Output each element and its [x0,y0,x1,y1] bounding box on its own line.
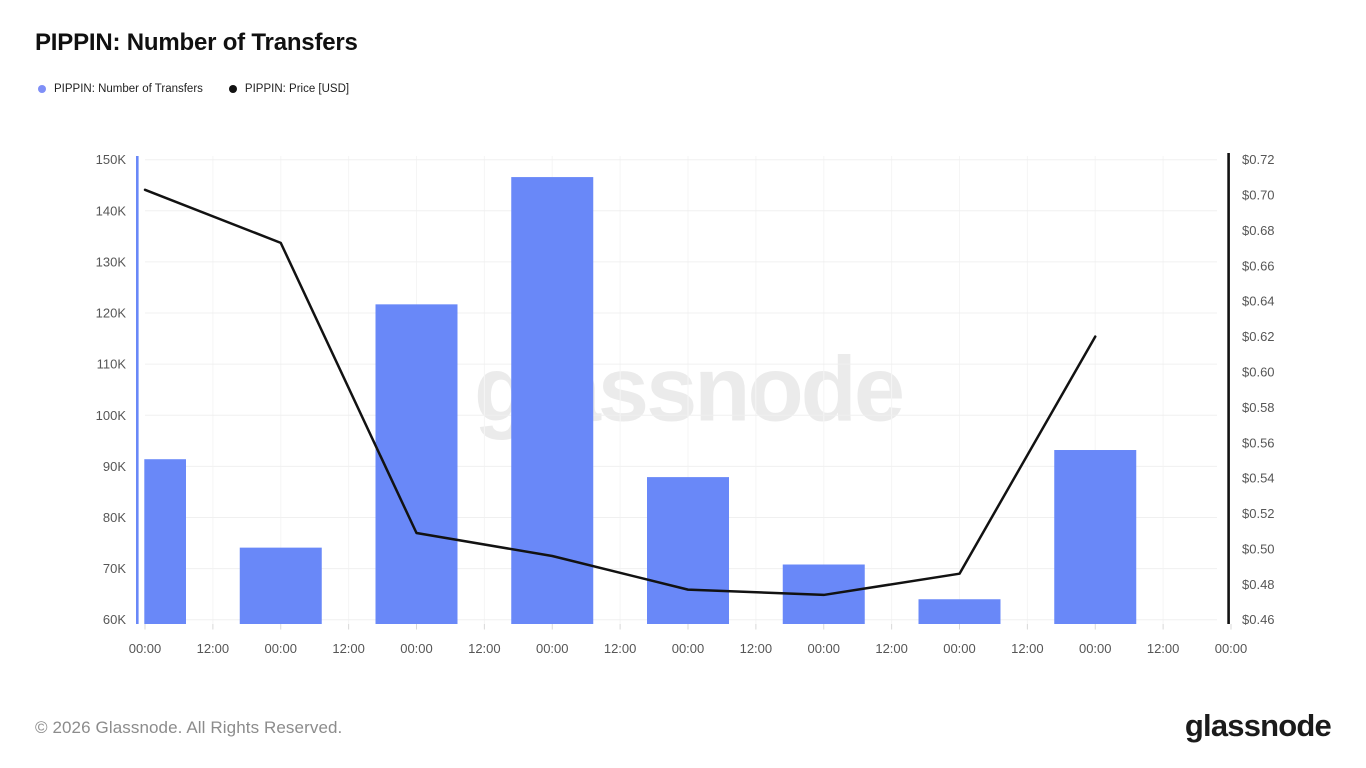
left-tick-label: 140K [96,203,127,218]
left-tick-label: 120K [96,306,127,321]
left-tick-label: 60K [103,612,126,627]
right-axis-labels: $0.72 $0.70 $0.68 $0.66 $0.64 $0.62 $0.60 $0.58… [1242,152,1275,627]
x-tick-label: 00:00 [400,641,433,656]
right-tick-label: $0.60 [1242,365,1275,380]
transfers-bar[interactable] [239,547,322,624]
left-tick-label: 100K [96,408,127,423]
x-tick-label: 00:00 [536,641,569,656]
right-tick-label: $0.70 [1242,188,1275,203]
x-tick-label: 00:00 [1215,641,1248,656]
chart-legend: PIPPIN: Number of Transfers PIPPIN: Pric… [38,83,349,95]
left-tick-label: 110K [97,357,127,372]
left-tick-label: 90K [103,459,126,474]
legend-item-price[interactable]: PIPPIN: Price [USD] [228,83,350,95]
right-tick-label: $0.46 [1242,612,1275,627]
right-tick-label: $0.48 [1242,577,1275,592]
right-tick-label: $0.62 [1242,329,1275,344]
left-tick-label: 150K [96,152,127,167]
price-series-dot-icon [228,85,237,93]
x-tick-label: 00:00 [943,641,976,656]
legend-item-label: PIPPIN: Price [USD] [244,83,350,95]
right-tick-label: $0.56 [1242,435,1275,450]
left-axis-labels: 150K 140K 130K 120K 110K 100K 90K 80K 70K 60K [96,152,127,627]
right-tick-label: $0.68 [1242,223,1275,238]
x-tick-label: 00:00 [672,641,705,656]
right-tick-label: $0.52 [1242,506,1275,521]
left-tick-label: 80K [103,510,126,525]
right-tick-label: $0.64 [1242,294,1275,309]
x-axis-labels: 00:00 12:00 00:00 12:00 00:00 12:00 00:00 12:00… [129,641,1248,656]
transfers-series-dot-icon [38,85,46,93]
right-tick-label: $0.58 [1242,400,1275,415]
x-tick-label: 12:00 [740,641,773,656]
legend-item-label: PIPPIN: Number of Transfers [54,83,203,95]
left-tick-label: 130K [96,254,127,269]
transfers-bar[interactable] [375,304,458,624]
page-title: PIPPIN: Number of Transfers [35,29,358,56]
x-tick-label: 00:00 [807,641,840,656]
legend-item-transfers[interactable]: PIPPIN: Number of Transfers [38,83,203,95]
x-tick-label: 12:00 [1147,641,1180,656]
copyright-text: © 2026 Glassnode. All Rights Reserved. [35,718,343,737]
x-tick-label: 00:00 [129,641,162,656]
transfers-bar[interactable] [647,477,729,624]
x-tick-label: 00:00 [264,641,297,656]
x-axis-tickmarks [144,624,1232,630]
transfers-bar[interactable] [511,177,594,624]
x-tick-label: 12:00 [875,641,908,656]
right-tick-label: $0.72 [1242,152,1275,167]
right-tick-label: $0.66 [1242,258,1275,273]
x-tick-label: 12:00 [1011,641,1044,656]
x-tick-label: 12:00 [197,641,230,656]
transfers-bar[interactable] [918,599,1001,624]
right-tick-label: $0.50 [1242,541,1275,556]
transfers-bar[interactable] [104,459,186,624]
x-tick-label: 12:00 [468,641,501,656]
x-tick-label: 00:00 [1079,641,1112,656]
x-tick-label: 12:00 [604,641,637,656]
transfers-bar[interactable] [1054,450,1137,624]
left-tick-label: 70K [103,561,126,576]
price-line[interactable] [143,188,1097,597]
glassnode-logo: glassnode [1184,708,1332,743]
x-tick-label: 12:00 [332,641,365,656]
right-tick-label: $0.54 [1242,471,1275,486]
